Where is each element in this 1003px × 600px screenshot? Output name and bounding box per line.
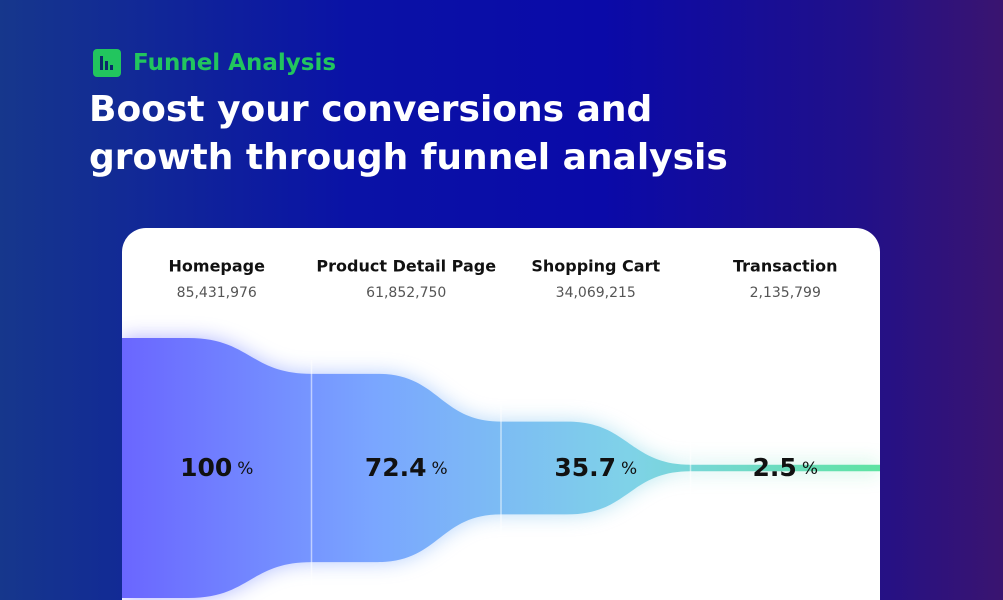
- headline: Boost your conversions and growth throug…: [89, 89, 728, 178]
- percent-value: 2.5: [753, 453, 797, 482]
- stage-percent: 100%: [180, 453, 253, 482]
- stage-count: 61,852,750: [366, 285, 446, 301]
- funnel-segment: [690, 464, 880, 472]
- percent-value: 35.7: [554, 453, 616, 482]
- stage-count: 2,135,799: [750, 285, 821, 301]
- badge-text: Funnel Analysis: [133, 50, 337, 76]
- percent-unit: %: [432, 459, 448, 479]
- percent-value: 72.4: [365, 453, 427, 482]
- stage-label: Product Detail Page: [316, 257, 496, 276]
- percent-unit: %: [621, 459, 637, 479]
- badge: Funnel Analysis: [93, 49, 336, 77]
- stage-count: 85,431,976: [177, 285, 257, 301]
- stage-percent: 35.7%: [554, 453, 637, 482]
- funnel-segment: [501, 421, 691, 515]
- stage-label: Homepage: [169, 257, 266, 276]
- stage-percent: 72.4%: [365, 453, 448, 482]
- percent-unit: %: [237, 459, 253, 479]
- percent-value: 100: [180, 453, 232, 482]
- stage-label: Shopping Cart: [531, 257, 660, 276]
- badge-icon: [93, 49, 121, 77]
- stage-count: 34,069,215: [556, 285, 636, 301]
- funnel-segment: [122, 338, 312, 598]
- stage-percent: 2.5%: [753, 453, 818, 482]
- stage-label: Transaction: [733, 257, 838, 276]
- percent-unit: %: [802, 459, 818, 479]
- funnel-segment: [311, 373, 501, 563]
